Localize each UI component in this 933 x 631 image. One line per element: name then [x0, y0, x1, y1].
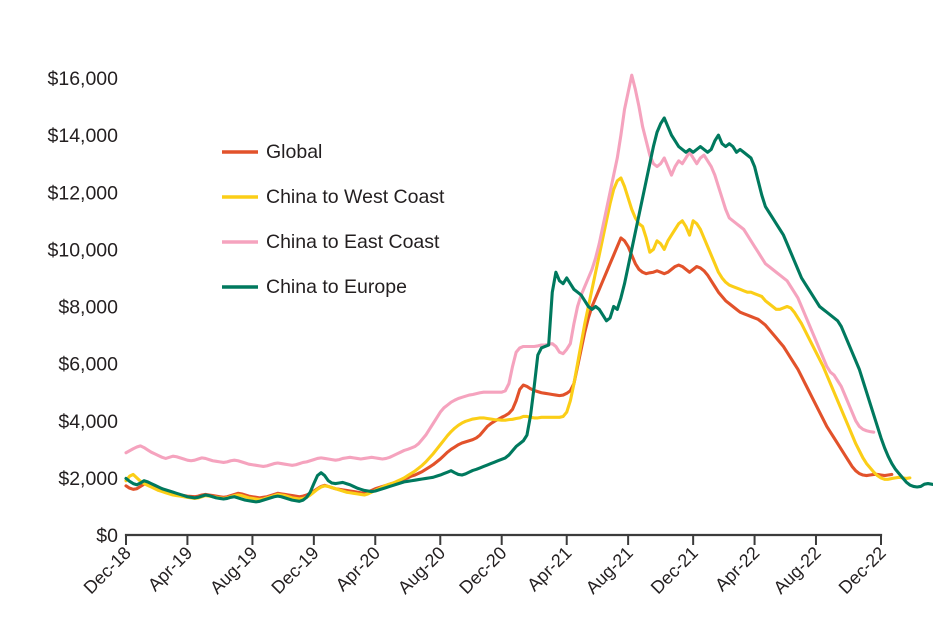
x-axis-tick-marks	[125, 535, 882, 545]
series-line-china-to-west-coast	[124, 176, 912, 502]
x-axis-tick-label: Dec-19	[267, 543, 322, 598]
x-axis-tick-label: Apr-19	[144, 543, 196, 595]
series-line-china-to-east-coast	[124, 73, 876, 468]
legend-label-china-to-west-coast[interactable]: China to West Coast	[266, 186, 445, 208]
x-axis-tick-label: Apr-21	[523, 543, 575, 595]
x-axis-tick-labels: Dec-18 Apr-19 Aug-19 Dec-19 Apr-20 Aug-20 Dec-…	[80, 543, 890, 598]
y-axis-tick-label: $4,000	[58, 411, 118, 433]
x-axis-tick-label: Apr-22	[711, 543, 763, 595]
x-axis-tick-label: Dec-22	[835, 543, 890, 598]
series-line-global	[124, 236, 894, 500]
x-axis-tick-label: Apr-20	[332, 543, 384, 595]
x-axis-tick-label: Dec-21	[647, 543, 702, 598]
y-axis-tick-labels: $0 $2,000 $4,000 $6,000 $8,000 $10,000 $12,000…	[48, 68, 119, 547]
chart-legend[interactable]: Global China to West Coast China to East C…	[222, 141, 445, 298]
y-axis-tick-label: $6,000	[58, 354, 118, 376]
x-axis-tick-label: Aug-19	[206, 543, 261, 598]
y-axis-tick-label: $14,000	[48, 125, 119, 147]
series-lines	[124, 73, 933, 504]
x-axis-tick-label: Aug-21	[582, 543, 637, 598]
x-axis-tick-label: Dec-20	[455, 543, 510, 598]
series-line-china-to-europe	[124, 116, 933, 504]
x-axis-tick-label: Aug-22	[770, 543, 825, 598]
y-axis-tick-label: $8,000	[58, 297, 118, 319]
y-axis-tick-label: $2,000	[58, 468, 118, 490]
legend-label-global[interactable]: Global	[266, 141, 322, 163]
y-axis-tick-label: $10,000	[48, 239, 119, 261]
y-axis-tick-label: $0	[96, 525, 118, 547]
x-axis-tick-label: Aug-20	[394, 543, 449, 598]
y-axis-tick-label: $12,000	[48, 182, 119, 204]
x-axis-tick-label: Dec-18	[80, 543, 135, 598]
legend-label-china-to-europe[interactable]: China to Europe	[266, 276, 407, 298]
legend-label-china-to-east-coast[interactable]: China to East Coast	[266, 231, 440, 253]
y-axis-tick-label: $16,000	[48, 68, 119, 90]
